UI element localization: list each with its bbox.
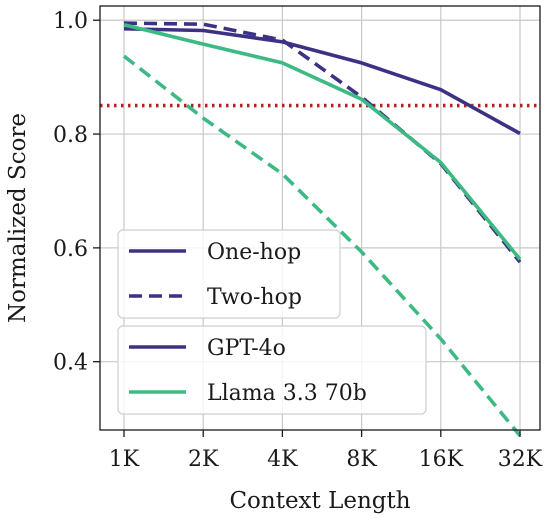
x-tick-label: 2K — [188, 447, 219, 472]
y-axis-label: Normalized Score — [5, 113, 31, 323]
y-tick-label: 0.6 — [53, 237, 88, 262]
legend-label: GPT-4o — [207, 336, 286, 361]
y-tick-label: 0.8 — [53, 123, 88, 148]
x-tick-label: 4K — [267, 447, 298, 472]
legend-label: Llama 3.3 70b — [207, 381, 367, 406]
series-line-llama-3-3-70b-two-hop — [122, 54, 522, 437]
x-tick-label: 8K — [346, 447, 377, 472]
series-line-llama-3-3-70b-one-hop — [123, 23, 522, 261]
y-tick-label: 0.4 — [53, 351, 88, 376]
x-tick-label: 32K — [498, 447, 543, 472]
x-tick-label: 1K — [109, 447, 140, 472]
x-tick-label: 16K — [419, 447, 464, 472]
legend-box — [117, 325, 427, 415]
y-tick-label: 1.0 — [53, 9, 88, 34]
plot-frame — [99, 5, 541, 431]
series-line-gpt-4o-two-hop — [123, 21, 522, 264]
legend-label: Two-hop — [207, 285, 302, 310]
legends: One-hop Two-hop GPT-4o Llama 3.3 70b — [117, 229, 427, 415]
x-axis-label: Context Length — [229, 488, 410, 514]
axis-ticks: 1K 2K 4K 8K 16K 32K 0.4 0.6 0.8 1.0 — [53, 9, 543, 472]
legend-label: One-hop — [207, 240, 301, 265]
series-lines — [122, 21, 522, 437]
series-line-gpt-4o-one-hop — [123, 27, 521, 136]
